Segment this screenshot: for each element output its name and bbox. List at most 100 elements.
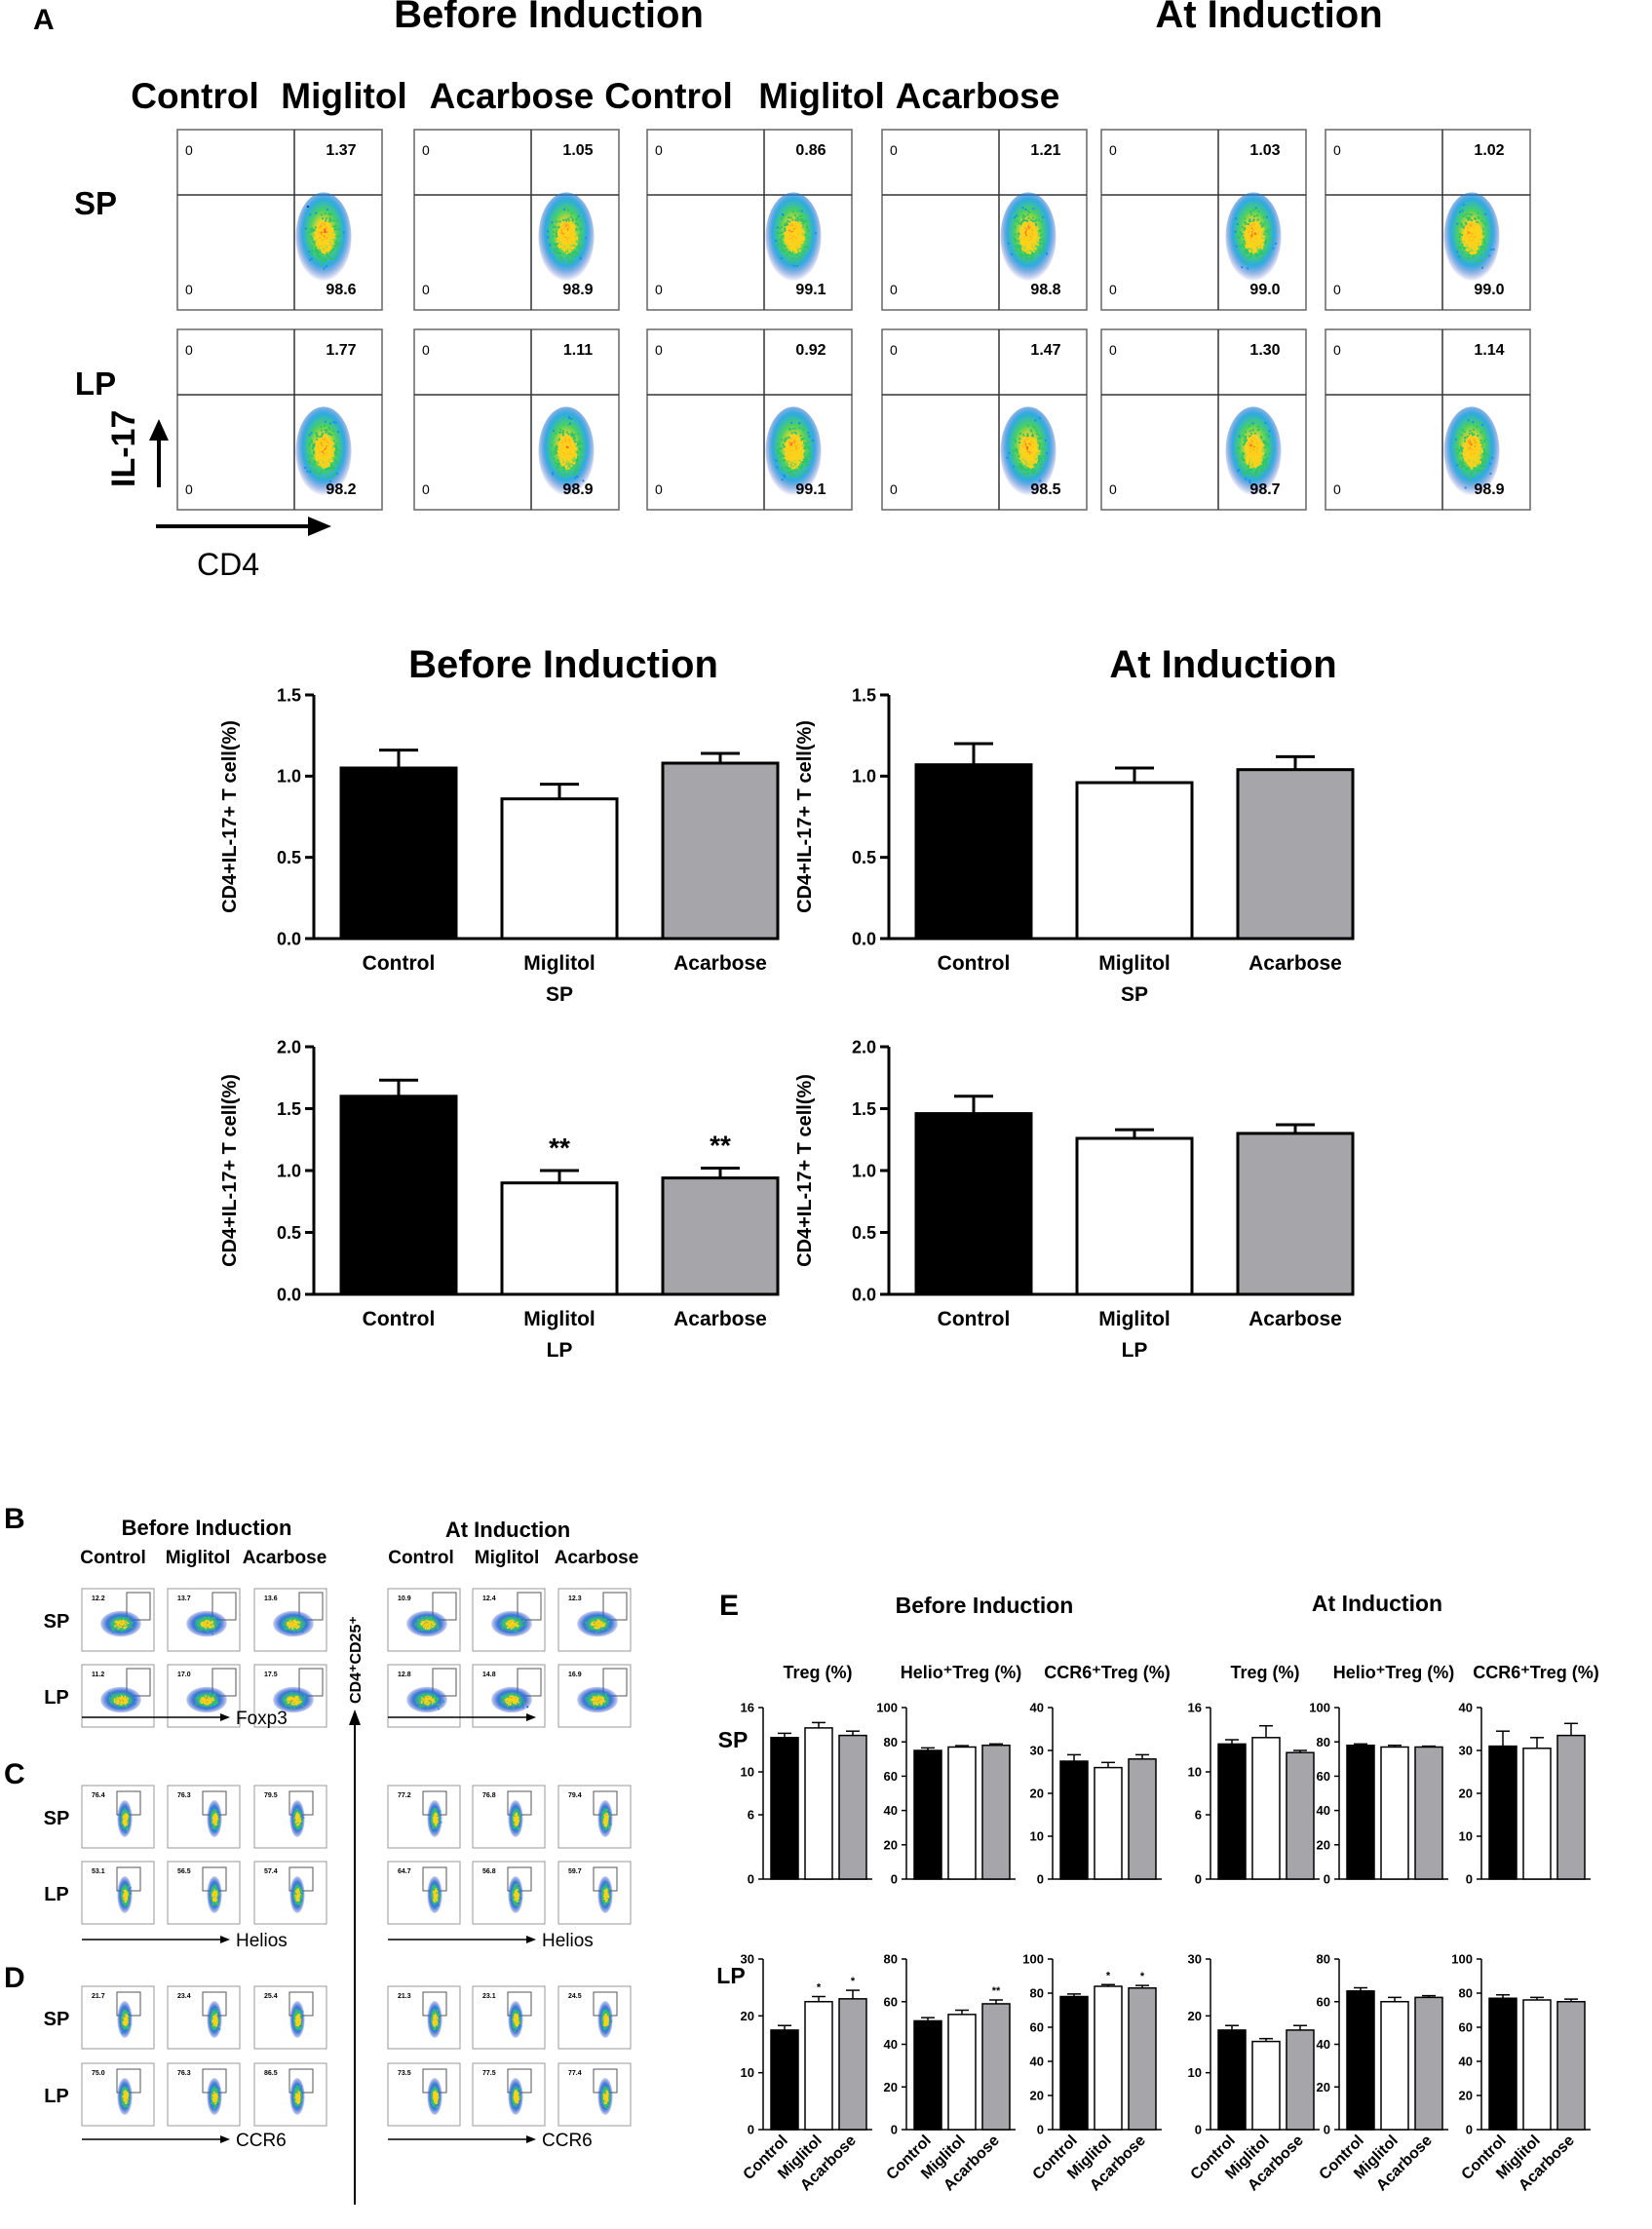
flow-blob-event: [1474, 244, 1477, 247]
small-flow-plot-c: 76.4: [81, 1785, 155, 1849]
flow-blob-event: [792, 239, 795, 242]
flow-blob-event: [794, 449, 797, 452]
significance-mark: **: [710, 1130, 731, 1160]
flow-blob-event: [784, 237, 787, 240]
small-blob-event: [108, 1697, 111, 1699]
flow-blob-event: [575, 243, 578, 246]
flow-blob-event: [325, 236, 327, 239]
small-blob-event: [131, 1626, 134, 1629]
flow-blob-event: [1028, 438, 1030, 441]
flow-blob-event: [1461, 243, 1464, 246]
flow-blob-event: [1256, 477, 1258, 480]
small-blob-event: [515, 1703, 518, 1705]
flow-blob-event: [1481, 232, 1484, 235]
flow-blob-event: [327, 250, 330, 253]
flow-blob-event: [567, 433, 570, 436]
group-header-control: Control: [604, 76, 733, 116]
flow-blob-event: [578, 447, 581, 450]
quadrant-value-upper-right: 1.47: [1030, 342, 1060, 359]
flow-blob-event: [330, 249, 333, 251]
small-blob-event: [124, 1619, 127, 1622]
flow-blob-event: [318, 458, 321, 461]
small-blob-event: [213, 1693, 215, 1695]
small-blob-event: [113, 1698, 116, 1700]
y-tick-label: 0.5: [852, 848, 876, 867]
small-blob-event: [204, 1700, 206, 1703]
flow-blob-event: [1251, 219, 1254, 222]
flow-blob-event: [1026, 433, 1029, 436]
small-blob-event: [502, 1628, 504, 1630]
flow-blob-event: [319, 244, 322, 247]
flow-blob-event: [1476, 233, 1479, 236]
flow-blob-event: [803, 246, 806, 249]
small-blob-event: [432, 1699, 434, 1702]
flow-blob-event: [1249, 435, 1252, 438]
flow-blob-event: [326, 460, 328, 463]
flow-blob-event: [1468, 227, 1471, 230]
bar-miglitol: [500, 1181, 619, 1296]
flow-blob-event: [321, 465, 324, 468]
flow-blob-event: [1022, 219, 1024, 221]
flow-blob-event: [800, 439, 803, 442]
flow-blob-event: [330, 226, 333, 229]
small-blob-event: [600, 1625, 602, 1628]
small-blob-event: [126, 1702, 128, 1704]
small-blob-event: [515, 1623, 518, 1626]
quadrant-label-lower-left: 0: [655, 282, 663, 297]
flow-blob-event: [1473, 428, 1475, 431]
panel-b-title-at: At Induction: [445, 1518, 570, 1542]
flow-blob-event: [1476, 438, 1479, 441]
gate-percentage: 16.9: [568, 1672, 582, 1678]
flow-blob-event: [1033, 230, 1036, 233]
small-blob-event: [298, 1825, 301, 1826]
flow-blob-event: [1022, 229, 1025, 232]
flow-blob-event: [1479, 237, 1482, 240]
flow-blob-event: [790, 232, 793, 235]
y-tick-label: 0.5: [277, 1223, 301, 1243]
flow-blob-event: [566, 230, 569, 233]
small-blob-event: [213, 1816, 215, 1818]
small-blob-event: [511, 1628, 513, 1630]
flow-blob-event: [1006, 456, 1009, 459]
flow-blob-event: [1027, 251, 1030, 254]
flow-blob-event: [325, 469, 327, 471]
small-blob-event: [419, 1624, 421, 1627]
flow-blob-event: [555, 450, 557, 453]
flow-blob-event: [1250, 474, 1253, 477]
flow-blob-event: [792, 453, 795, 456]
flow-blob-event: [565, 440, 568, 442]
flow-blob-event: [1471, 229, 1474, 232]
flow-blob-event: [314, 236, 317, 239]
flow-blob-event: [1476, 235, 1479, 238]
flow-blob-event: [312, 451, 315, 454]
flow-blob-event: [308, 250, 311, 253]
flow-blob-event: [1465, 230, 1468, 233]
flow-blob-event: [788, 236, 791, 239]
flow-blob-event: [563, 448, 565, 451]
small-blob-event: [420, 1623, 422, 1626]
small-blob-event: [206, 1699, 209, 1701]
flow-blob-event: [314, 250, 317, 252]
small-blob-event: [597, 1693, 600, 1696]
small-blob-event: [509, 1704, 512, 1706]
small-blob-event: [424, 1627, 427, 1629]
flow-blob-event: [324, 442, 327, 444]
small-blob-event: [285, 1705, 288, 1708]
flow-blob-event: [1036, 227, 1039, 230]
flow-blob-event: [557, 440, 560, 442]
small-blob-event: [210, 1705, 212, 1708]
small-blob-event: [518, 1826, 519, 1829]
flow-blob-event: [325, 248, 327, 250]
small-blob-event: [202, 1704, 204, 1707]
small-blob-event: [210, 1621, 212, 1624]
small-blob-event: [435, 1821, 437, 1823]
flow-blob-event: [1456, 250, 1459, 253]
small-blob-event: [288, 1699, 291, 1702]
flow-blob-event: [1028, 240, 1031, 243]
flow-blob-event: [310, 469, 313, 472]
flow-blob-event: [1253, 464, 1256, 467]
flow-blob-event: [796, 445, 799, 447]
x-category-label: Control: [363, 1308, 436, 1330]
flow-blob-event: [563, 229, 566, 232]
